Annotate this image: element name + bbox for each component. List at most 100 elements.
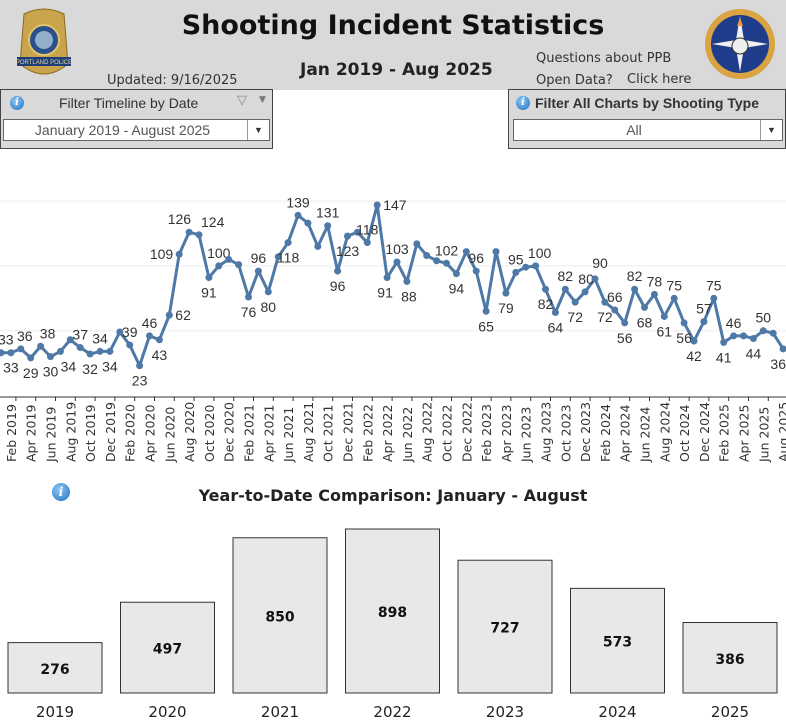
data-label: 96 — [468, 250, 484, 266]
data-label: 126 — [168, 211, 192, 227]
data-label: 65 — [478, 318, 494, 334]
data-point — [670, 294, 678, 302]
chevron-down-icon[interactable]: ▼ — [247, 120, 269, 140]
data-label: 91 — [201, 285, 217, 301]
data-point — [284, 239, 292, 247]
x-tick-label: Aug 2021 — [301, 402, 316, 462]
data-point — [591, 275, 599, 283]
data-label: 109 — [150, 246, 174, 262]
data-label: 32 — [82, 361, 98, 377]
data-point — [621, 319, 629, 327]
x-tick-label: Feb 2021 — [242, 404, 257, 462]
data-point — [641, 303, 648, 311]
data-label: 44 — [746, 345, 762, 361]
filter-funnel-icon[interactable]: ▽ — [237, 93, 247, 108]
x-tick-label: Apr 2023 — [499, 405, 514, 462]
date-range-subtitle: Jan 2019 - Aug 2025 — [300, 60, 493, 80]
data-point — [522, 263, 530, 271]
data-point — [17, 345, 25, 353]
date-filter-label: Filter Timeline by Date — [59, 95, 199, 111]
menu-dropdown-icon[interactable]: ▼ — [259, 95, 266, 105]
data-point — [749, 334, 757, 342]
data-label: 124 — [201, 214, 225, 230]
data-point — [175, 250, 183, 258]
data-label: 37 — [72, 327, 88, 343]
data-point — [7, 349, 15, 357]
data-label: 96 — [251, 250, 267, 266]
data-label: 75 — [666, 277, 682, 293]
data-point — [631, 285, 639, 293]
data-label: 100 — [207, 245, 231, 261]
x-tick-label: Dec 2024 — [697, 402, 712, 462]
data-point — [274, 253, 282, 261]
data-point — [185, 228, 193, 236]
x-tick-label: Apr 2022 — [380, 405, 395, 462]
data-label: 56 — [676, 330, 692, 346]
dashboard-header: PORTLAND POLICE Shooting Incident Statis… — [0, 0, 786, 90]
x-tick-label: Oct 2019 — [83, 405, 98, 462]
data-label: 123 — [336, 243, 360, 259]
data-label: 147 — [383, 197, 407, 213]
data-label: 46 — [726, 315, 742, 331]
data-label: 46 — [142, 315, 158, 331]
x-tick-label: Apr 2019 — [24, 405, 39, 462]
x-category-label: 2021 — [261, 703, 299, 720]
dashboard-title: Shooting Incident Statistics — [181, 10, 605, 41]
data-label: 75 — [706, 277, 722, 293]
x-tick-label: Apr 2020 — [143, 405, 158, 462]
data-point — [759, 327, 767, 335]
data-label: 82 — [538, 296, 554, 312]
data-point — [690, 337, 698, 345]
data-label: 95 — [508, 251, 524, 267]
data-label: 118 — [356, 222, 379, 238]
data-point — [502, 289, 510, 297]
data-point — [304, 219, 312, 227]
bar-value-label: 386 — [715, 652, 744, 668]
data-point — [155, 336, 163, 344]
data-label: 82 — [558, 268, 574, 284]
click-here-link[interactable]: Click here — [627, 72, 692, 87]
data-label: 30 — [43, 364, 59, 380]
data-label: 64 — [548, 320, 564, 336]
data-point — [47, 353, 54, 361]
data-point — [551, 309, 559, 317]
x-tick-label: Apr 2021 — [261, 405, 276, 462]
data-label: 72 — [597, 309, 613, 325]
x-tick-label: Dec 2022 — [459, 402, 474, 462]
data-label: 33 — [0, 332, 14, 348]
shooting-type-select[interactable]: All ▼ — [513, 119, 783, 141]
ytd-chart-title: Year-to-Date Comparison: January - Augus… — [198, 486, 588, 505]
data-label: 90 — [592, 255, 608, 271]
data-point — [730, 332, 738, 340]
updated-date: Updated: 9/16/2025 — [107, 73, 238, 88]
bar — [570, 587, 665, 694]
data-label: 103 — [385, 241, 409, 257]
data-label: 29 — [23, 365, 39, 381]
bar-value-label: 898 — [378, 605, 407, 621]
x-tick-label: Apr 2024 — [618, 405, 633, 462]
data-label: 42 — [686, 348, 702, 364]
questions-text-line1: Questions about PPB — [536, 51, 672, 66]
x-tick-label: Feb 2025 — [717, 404, 732, 462]
data-point — [462, 248, 470, 256]
data-label: 80 — [261, 299, 277, 315]
info-icon[interactable]: i — [10, 96, 24, 110]
info-icon[interactable]: i — [52, 483, 70, 501]
chevron-down-icon[interactable]: ▼ — [760, 120, 782, 140]
data-label: 82 — [627, 268, 643, 284]
bar-value-label: 727 — [490, 621, 519, 637]
x-tick-label: Jun 2019 — [44, 407, 59, 463]
ytd-bar-chart: 276 2019 497 2020 850 2021 898 2022 727 2023 573 20… — [7, 528, 778, 720]
data-point — [344, 232, 351, 240]
data-point — [571, 298, 579, 306]
x-tick-label: Jun 2025 — [756, 407, 771, 463]
info-icon[interactable]: i — [516, 96, 530, 110]
bar — [232, 537, 328, 694]
data-label: 61 — [657, 323, 673, 339]
data-point — [393, 258, 401, 266]
date-range-select[interactable]: January 2019 - August 2025 ▼ — [3, 119, 270, 141]
x-tick-label: Feb 2024 — [598, 404, 613, 462]
data-point — [86, 350, 94, 358]
data-label: 76 — [241, 304, 257, 320]
data-point — [710, 294, 718, 302]
